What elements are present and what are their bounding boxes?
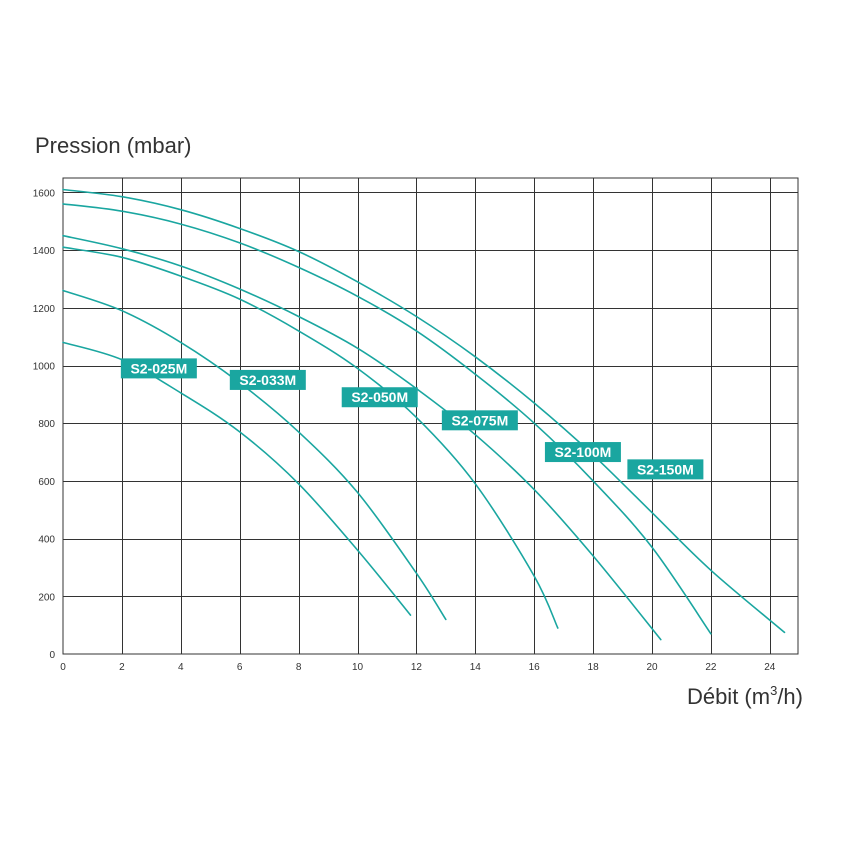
- curve-s2-150m: [62, 188, 786, 634]
- series-label-s2-050m: S2-050M: [341, 387, 418, 408]
- series-label-text: S2-033M: [239, 372, 296, 388]
- x-axis-title-main: Débit (m: [687, 684, 770, 709]
- y-tick-label: 800: [38, 419, 55, 430]
- curve-s2-050m: [62, 246, 559, 629]
- x-tick-label: 0: [60, 662, 66, 673]
- series-labels: S2-025M S2-033M S2-050M S2-075M S2-100M S2-15…: [120, 358, 704, 480]
- x-tick-label: 18: [588, 662, 600, 673]
- series-label-s2-025m: S2-025M: [120, 358, 197, 379]
- plot-frame: [62, 177, 799, 655]
- series-label-bg: [544, 442, 621, 463]
- series-curves: [62, 188, 786, 641]
- x-tick-label: 12: [411, 662, 423, 673]
- y-tick-label: 1400: [33, 246, 56, 257]
- x-tick-label: 16: [529, 662, 541, 673]
- series-label-text: S2-100M: [555, 444, 612, 460]
- curve-s2-100m: [62, 203, 712, 635]
- series-label-text: S2-025M: [130, 360, 187, 376]
- y-tick-label: 1000: [33, 362, 56, 373]
- y-tick-label: 0: [49, 650, 55, 661]
- series-label-bg: [341, 387, 418, 408]
- series-label-text: S2-075M: [451, 412, 508, 428]
- x-tick-label: 20: [646, 662, 658, 673]
- series-label-s2-033m: S2-033M: [229, 369, 306, 390]
- x-tick-label: 14: [470, 662, 482, 673]
- series-label-bg: [441, 410, 518, 431]
- x-tick-label: 10: [352, 662, 364, 673]
- series-label-text: S2-150M: [637, 461, 694, 477]
- series-label-bg: [120, 358, 197, 379]
- x-tick-label: 22: [705, 662, 717, 673]
- x-tick-label: 4: [178, 662, 184, 673]
- y-tick-label: 1600: [33, 188, 56, 199]
- y-axis-title: Pression (mbar): [35, 133, 191, 158]
- y-tick-label: 400: [38, 535, 55, 546]
- y-tick-label: 600: [38, 477, 55, 488]
- x-tick-label: 8: [296, 662, 302, 673]
- x-axis-title-end: /h): [777, 684, 803, 709]
- curve-s2-075m: [62, 234, 662, 641]
- y-tick-label: 1200: [33, 304, 56, 315]
- x-tick-label: 6: [237, 662, 243, 673]
- series-label-text: S2-050M: [351, 389, 408, 405]
- y-tick-label: 200: [38, 592, 55, 603]
- x-tick-label: 24: [764, 662, 776, 673]
- x-tick-label: 2: [119, 662, 125, 673]
- series-label-bg: [229, 369, 306, 390]
- grid: [62, 177, 799, 655]
- series-label-bg: [627, 459, 704, 480]
- series-label-s2-100m: S2-100M: [544, 442, 621, 463]
- x-axis-title-superscript: 3: [770, 683, 777, 698]
- series-label-s2-150m: S2-150M: [627, 459, 704, 480]
- series-label-s2-075m: S2-075M: [441, 410, 518, 431]
- curve-s2-033m: [62, 289, 447, 621]
- x-axis-title: Débit (m3/h): [687, 683, 803, 709]
- tick-labels: 0 2 4 6 8 10 12 14 16 18 20 22 240200400600800100012…: [33, 188, 776, 673]
